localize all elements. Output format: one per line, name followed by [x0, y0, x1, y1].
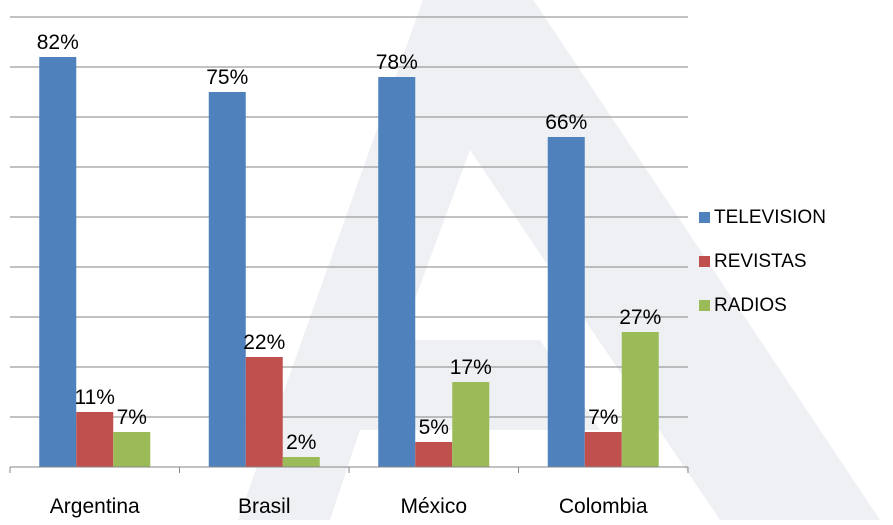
- bar: [245, 357, 283, 467]
- data-label: 75%: [206, 66, 248, 89]
- bar: [378, 77, 416, 467]
- legend-label: RADIOS: [714, 295, 787, 316]
- x-tick-label: México: [400, 495, 467, 518]
- data-label: 82%: [37, 31, 79, 54]
- x-tick-label: Argentina: [50, 495, 140, 518]
- data-label: 27%: [619, 306, 661, 329]
- bar: [208, 92, 246, 467]
- data-label: 17%: [450, 356, 492, 379]
- x-axis: Argentina Brasil México Colombia: [9, 466, 689, 518]
- bar: [584, 432, 622, 467]
- data-label: 22%: [243, 331, 285, 354]
- legend-label: REVISTAS: [714, 251, 807, 272]
- legend-swatch: [699, 300, 710, 311]
- data-label: 11%: [75, 386, 115, 409]
- bar: [282, 457, 320, 467]
- legend-label: TELEVISION: [714, 207, 826, 228]
- data-label: 7%: [588, 406, 618, 429]
- legend-swatch: [699, 212, 710, 223]
- x-tick-label: Colombia: [559, 495, 648, 518]
- data-label: 2%: [286, 431, 316, 454]
- data-label: 78%: [376, 51, 418, 74]
- bar: [547, 137, 585, 467]
- data-labels: 82%11%7%75%22%2%78%5%17%66%7%27%: [37, 31, 662, 454]
- x-tick-label: Brasil: [238, 495, 291, 518]
- bar: [415, 442, 453, 467]
- data-label: 5%: [419, 416, 449, 439]
- data-label: 7%: [117, 406, 147, 429]
- legend-swatch: [699, 256, 710, 267]
- bars: [39, 57, 659, 467]
- data-label: 66%: [545, 111, 587, 134]
- bar: [621, 332, 659, 467]
- bar: [452, 382, 490, 467]
- bar: [39, 57, 77, 467]
- bar: [76, 412, 114, 467]
- bar: [113, 432, 151, 467]
- legend: TELEVISION REVISTAS RADIOS: [699, 207, 826, 316]
